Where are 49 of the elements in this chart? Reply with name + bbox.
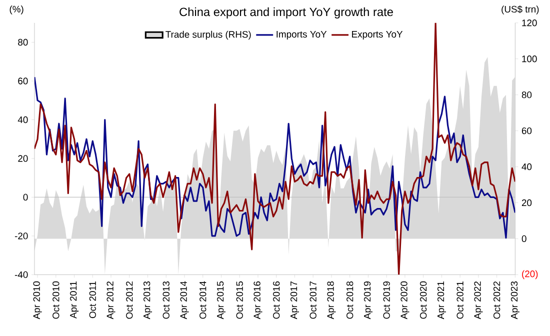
x-tick-label: Oct 2022 <box>493 281 500 319</box>
line-series <box>34 76 516 238</box>
y2-tick-label: (20) <box>522 270 538 279</box>
x-tick-label: Oct 2013 <box>162 281 170 319</box>
y-tick-label: 40 <box>18 116 28 123</box>
x-tick-label: Apr 2013 <box>143 281 152 320</box>
legend-label: Imports YoY <box>276 30 327 40</box>
x-tick-label: Oct 2017 <box>310 281 316 319</box>
y2-tick-label: 80 <box>522 91 532 98</box>
y-tick-label: 80 <box>18 38 28 46</box>
legend-label: Trade surplus (RHS) <box>166 30 251 40</box>
x-tick-label: Oct 2014 <box>200 281 206 319</box>
x-tick-label: Apr 2017 <box>290 281 299 320</box>
x-tick-label: Apr 2011 <box>70 281 79 318</box>
y-tick-label: 60 <box>18 77 28 84</box>
x-tick-label: Apr 2012 <box>106 281 116 320</box>
x-tick-label: Apr 2016 <box>254 281 262 320</box>
chart-title: China export and import YoY growth rate <box>180 7 393 18</box>
x-tick-label: Oct 2016 <box>273 281 280 319</box>
x-tick-label: Apr 2018 <box>327 281 336 320</box>
x-tick-label: Apr 2023 <box>510 281 520 320</box>
x-tick-label: Oct 2010 <box>52 281 60 319</box>
y2-tick-label: 40 <box>522 163 532 170</box>
y-tick-label: -20 <box>14 232 28 240</box>
x-tick-label: Apr 2020 <box>400 281 410 320</box>
x-tick-label: Apr 2014 <box>180 281 189 320</box>
x-tick-label: Apr 2022 <box>474 281 483 320</box>
y2-tick-label: 60 <box>522 127 532 134</box>
x-tick-label: Apr 2015 <box>216 281 226 320</box>
y2-tick-label: 120 <box>522 19 537 26</box>
x-tick-label: Apr 2010 <box>33 281 42 320</box>
y-tick-label: 0 <box>23 194 28 200</box>
y2-tick-label: 100 <box>522 55 537 62</box>
x-tick-label: Oct 2015 <box>236 281 243 319</box>
x-tick-label: Apr 2021 <box>437 281 446 320</box>
x-tick-label: Oct 2021 <box>456 281 464 319</box>
x-tick-label: Oct 2018 <box>346 281 354 319</box>
x-tick-label: Apr 2019 <box>364 281 372 320</box>
x-tick-label: Oct 2012 <box>126 281 133 319</box>
y2-tick-label: 0 <box>522 235 526 242</box>
y-tick-label: 20 <box>18 154 28 162</box>
x-tick-label: Oct 2019 <box>383 281 390 319</box>
y-tick-label: -40 <box>14 271 28 278</box>
y2-tick-label: 20 <box>522 199 532 206</box>
y2-axis-title: (US$ trn) <box>502 5 539 14</box>
x-tick-label: Oct 2020 <box>420 281 427 319</box>
y-axis-title: (%) <box>10 5 24 14</box>
x-tick-label: Oct 2011 <box>89 281 96 318</box>
legend-label: Exports YoY <box>352 30 403 40</box>
